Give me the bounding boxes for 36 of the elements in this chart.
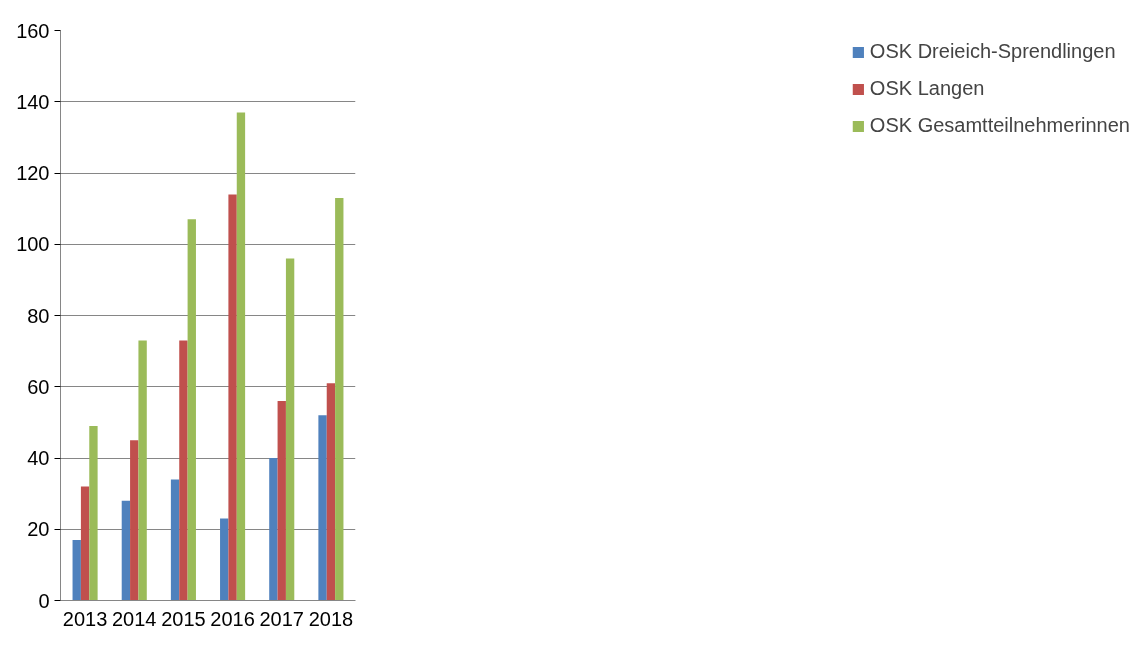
bar [326,383,336,601]
y-tick-label: 0 [38,589,50,612]
bar [89,425,98,601]
y-tick-label: 40 [27,447,50,469]
x-tick-label: 2018 [308,607,354,630]
legend-label: OSK Dreieich-Sprendlingen [869,40,1116,63]
bar [170,479,180,601]
bar [318,415,327,601]
bar [187,219,196,601]
y-tick-label: 140 [16,90,50,113]
x-tick-label: 2015 [161,607,206,630]
y-tick-label: 160 [16,19,50,42]
y-tick-label: 80 [27,304,50,327]
bar [285,258,295,601]
x-tick-label: 2016 [210,607,255,630]
x-tick-label: 2014 [112,607,157,630]
bar [80,486,90,601]
bar [220,518,229,601]
y-tick-label: 60 [27,375,50,398]
bar [121,500,131,601]
y-tick-label: 100 [16,233,50,256]
legend-label: OSK Gesamtteilnehmerinnen [869,114,1130,137]
bar [269,458,278,601]
x-tick-label: 2017 [259,607,304,630]
bar [228,194,237,601]
bar [130,440,139,601]
bar [277,401,286,601]
bar [335,197,344,601]
bar [236,112,246,601]
legend-label: OSK Langen [869,77,985,100]
bar [138,340,147,601]
y-tick-label: 120 [16,162,50,184]
y-tick-label: 20 [27,518,50,541]
x-tick-label: 2013 [62,607,108,630]
bar [72,539,81,601]
bar [179,340,188,601]
